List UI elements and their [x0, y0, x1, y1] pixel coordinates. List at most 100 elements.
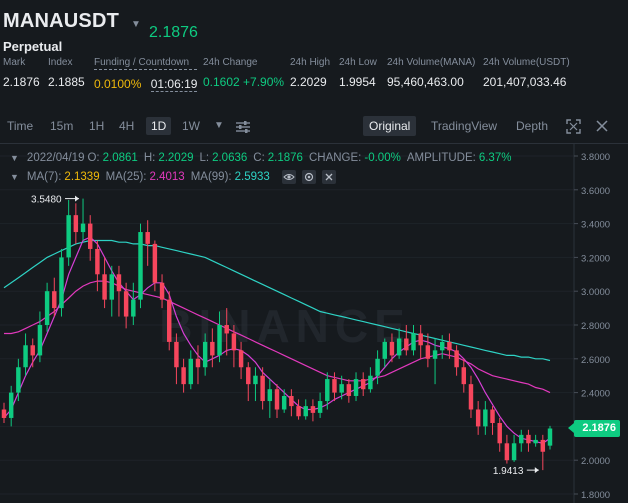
y-tick-label: 2.8000 [581, 321, 610, 332]
candle-body [210, 341, 215, 356]
fullscreen-icon[interactable] [566, 119, 581, 134]
candle-body [138, 232, 143, 300]
y-tick-label: 2.0000 [581, 456, 610, 467]
change-value: 0.1602 +7.90% [203, 75, 285, 89]
candle-body [195, 358, 201, 368]
candle-body [511, 443, 517, 461]
more-intervals-dropdown-icon[interactable]: ▼ [214, 120, 224, 131]
candle-body [30, 345, 35, 356]
view-tab-tradingview[interactable]: TradingView [431, 119, 498, 133]
stat-funding[interactable]: Funding / Countdown 0.0100% 01:06:19 [94, 57, 198, 92]
candle-body [346, 384, 352, 396]
watermark-logo: BINANCE [159, 300, 411, 352]
candle-body [123, 291, 129, 317]
candle-body [52, 291, 57, 309]
candle-body [87, 223, 93, 249]
candle-body [404, 338, 409, 351]
candle-body [59, 257, 64, 309]
candle-body [181, 367, 186, 385]
y-tick-label: 3.0000 [581, 287, 610, 298]
candle-body [44, 291, 50, 325]
candle-body [131, 299, 136, 317]
amplitude-value: 6.37% [478, 152, 512, 164]
candle-body [317, 401, 323, 413]
stat-index: Index 2.1885 [48, 57, 85, 89]
candle-body [425, 345, 431, 359]
last-price: 2.1876 [149, 24, 198, 41]
caret-down-icon[interactable]: ▼ [131, 19, 141, 30]
low-label: 24h Low [339, 57, 377, 68]
candle-body [468, 384, 474, 410]
candle-body [267, 389, 273, 402]
candle-body [224, 325, 229, 334]
candle-body [475, 409, 481, 427]
close-value: 2.1876 [267, 152, 303, 164]
candle-date: 2022/04/19 [26, 152, 85, 164]
price-axis: 3.8000 3.6000 3.4000 3.2000 3.0000 2.8000 2.60… [573, 144, 610, 503]
change-label: CHANGE: [308, 152, 362, 164]
close-icon[interactable] [595, 119, 609, 133]
candle-body [533, 439, 538, 444]
interval-1d[interactable]: 1D [146, 117, 172, 135]
candle-body [332, 379, 337, 393]
candle-body [260, 375, 265, 402]
view-tab-original[interactable]: Original [363, 116, 417, 136]
candle-body [440, 341, 445, 351]
candle-body [73, 215, 79, 233]
interval-15m[interactable]: 15m [50, 119, 74, 133]
stat-mark: Mark 2.1876 [3, 57, 40, 89]
high-label: H: [143, 152, 156, 164]
candle-body [37, 325, 43, 356]
annotation-arrow-head [534, 467, 539, 474]
candle-body [454, 350, 459, 368]
candle-body [368, 375, 373, 390]
eye-icon[interactable] [281, 170, 296, 184]
stat-24h-low: 24h Low 1.9954 [339, 57, 377, 89]
index-value: 2.1885 [48, 75, 85, 89]
index-label: Index [48, 57, 73, 68]
candle-body [396, 338, 402, 356]
interval-1w[interactable]: 1W [182, 119, 200, 133]
close-icon[interactable] [321, 170, 336, 184]
vol-usdt-value: 201,407,033.46 [483, 75, 567, 89]
candle-body [360, 379, 366, 390]
interval-1h[interactable]: 1H [89, 119, 105, 133]
candle-body [202, 341, 208, 368]
low-value: 2.0636 [212, 152, 248, 164]
market-header: MANAUSDT ▼ 2.1876 Perpetual Mark 2.1876 … [0, 0, 628, 108]
gear-icon[interactable] [301, 170, 316, 184]
market-stats: Mark 2.1876 Index 2.1885 Funding / Count… [0, 57, 628, 97]
symbol-name[interactable]: MANAUSDT [3, 10, 120, 32]
candlestick-chart-svg[interactable]: BINANCE 3.8000 3.6000 3.4000 3.2000 3.0000 2.… [0, 144, 628, 503]
kline-chart[interactable]: BINANCE 3.8000 3.6000 3.4000 3.2000 3.0000 2.… [0, 144, 628, 503]
chevron-down-icon[interactable]: ▼ [10, 172, 19, 182]
stat-24h-volume-mana: 24h Volume(MANA) 95,460,463.00 [387, 57, 475, 89]
candle-info-row: ▼ 2022/04/19 O: 2.0861 H: 2.2029 L: 2.0636 … [10, 152, 517, 164]
high-value: 2.2029 [158, 152, 194, 164]
candle-body [109, 274, 114, 300]
vol-mana-value: 95,460,463.00 [387, 75, 464, 89]
candle-body [375, 358, 380, 376]
candle-body [296, 406, 301, 417]
symbol-selector[interactable]: MANAUSDT ▼ [3, 10, 141, 33]
annotation-arrow-head [75, 195, 80, 202]
funding-value: 0.0100% 01:06:19 [94, 77, 198, 92]
candle-body [102, 274, 107, 300]
candle-body [188, 358, 194, 385]
interval-4h[interactable]: 4H [119, 119, 135, 133]
candle-body [303, 406, 308, 417]
view-tab-depth[interactable]: Depth [516, 119, 549, 133]
stat-24h-volume-usdt: 24h Volume(USDT) 201,407,033.46 [483, 57, 570, 89]
candle-body [274, 389, 280, 410]
candle-body [547, 428, 553, 446]
time-button[interactable]: Time [7, 119, 34, 133]
candle-body [526, 434, 531, 444]
chevron-down-icon[interactable]: ▼ [10, 153, 19, 163]
y-tick-label: 3.4000 [581, 220, 610, 231]
stat-24h-high: 24h High 2.2029 [290, 57, 330, 89]
funding-label[interactable]: Funding / Countdown [94, 57, 198, 70]
candle-body [497, 423, 502, 444]
candle-body [231, 333, 237, 351]
candle-body [432, 350, 438, 359]
indicator-settings-icon[interactable] [235, 119, 251, 135]
